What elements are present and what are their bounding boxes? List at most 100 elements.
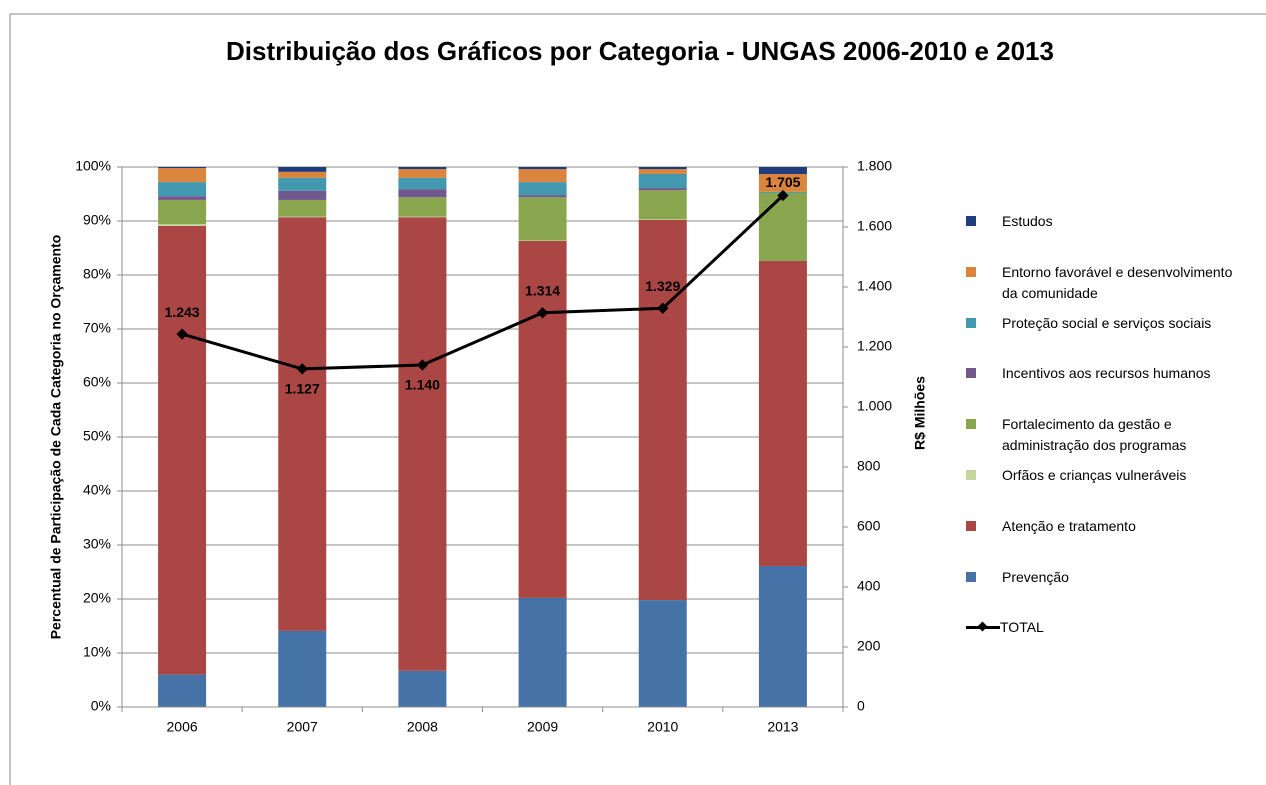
legend-label: Fortalecimento da gestão e administração…	[1002, 416, 1187, 454]
line-marker	[296, 363, 308, 375]
legend-label: Orfãos e crianças vulneráveis	[1002, 467, 1187, 483]
y-tick-label: 40%	[83, 482, 111, 498]
bar-segment	[158, 196, 207, 200]
bar-segment	[518, 597, 567, 707]
legend-label: Incentivos aos recursos humanos	[1002, 365, 1211, 382]
line-marker	[777, 189, 789, 202]
y-tick-label: 10%	[83, 644, 111, 660]
y2-tick-label: 0	[857, 698, 865, 714]
bar-segment	[638, 219, 687, 601]
legend-swatch	[966, 414, 1002, 435]
legend-item: Entorno favorável e desenvolvimento da c…	[966, 262, 1236, 304]
bar-segment	[638, 600, 687, 707]
bar-segment	[278, 167, 327, 172]
data-label: 1.705	[765, 174, 800, 190]
y2-tick-label: 800	[857, 458, 881, 474]
data-label: 1.314	[525, 283, 560, 299]
legend-swatch	[966, 363, 1002, 384]
bar-segment	[158, 224, 207, 226]
data-label: 1.140	[405, 377, 440, 393]
bar-segment	[278, 216, 327, 218]
line-marker	[176, 328, 188, 340]
y-tick-label: 0%	[91, 698, 111, 714]
legend-swatch	[966, 567, 1002, 588]
bar-segment	[758, 260, 807, 567]
y-tick-label: 20%	[83, 590, 111, 606]
y-tick-label: 60%	[83, 374, 111, 390]
x-tick-label: 2008	[407, 719, 438, 735]
bar-segment	[278, 630, 327, 707]
legend-label: Proteção social e serviços sociais	[1002, 314, 1212, 331]
y2-tick-label: 1.200	[857, 338, 892, 354]
bar-segment	[158, 199, 207, 225]
legend-swatch	[966, 516, 1002, 537]
y2-tick-label: 1.800	[857, 158, 892, 174]
chart-title: Distribuição dos Gráficos por Categoria …	[226, 36, 1054, 66]
x-tick-label: 2006	[167, 719, 198, 735]
legend-item: Fortalecimento da gestão e administração…	[966, 414, 1236, 456]
bar-segment	[638, 219, 687, 220]
legend-item: Estudos	[966, 211, 1236, 232]
legend-swatch	[966, 465, 1002, 486]
legend-label: Prevenção	[1002, 568, 1069, 585]
bar-segment	[398, 167, 447, 170]
bar-segment	[638, 190, 687, 220]
y-tick-label: 80%	[83, 266, 111, 282]
bar-segment	[518, 167, 567, 170]
bar-segment	[638, 188, 687, 191]
bar-segment	[278, 171, 327, 178]
legend-swatch	[966, 617, 1000, 638]
legend-item: Atenção e tratamento	[966, 516, 1236, 537]
legend-label: Estudos	[1002, 213, 1053, 229]
y-axis-title: Percentual de Participação de Cada Categ…	[48, 235, 64, 640]
legend-swatch	[966, 262, 1002, 283]
bar-segment	[638, 169, 687, 175]
x-tick-label: 2007	[287, 719, 318, 735]
bar-segment	[758, 192, 807, 261]
legend-swatch	[966, 313, 1002, 334]
line-marker	[536, 307, 549, 319]
bar-segment	[158, 674, 207, 707]
bar-segment	[518, 240, 567, 598]
y2-tick-label: 600	[857, 518, 881, 534]
y-tick-label: 30%	[83, 536, 111, 552]
legend-item: Orfãos e crianças vulneráveis	[966, 465, 1236, 486]
data-label: 1.127	[285, 381, 320, 397]
y-tick-label: 100%	[75, 158, 111, 174]
data-label: 1.329	[645, 278, 680, 294]
legend-label: Entorno favorável e desenvolvimento da c…	[1002, 263, 1233, 301]
x-tick-label: 2013	[767, 719, 798, 735]
bar-segment	[278, 217, 327, 631]
y2-axis-title: R$ Milhões	[912, 376, 928, 450]
legend-label: TOTAL	[1000, 619, 1044, 636]
y2-tick-label: 400	[857, 578, 881, 594]
bar-segment	[278, 190, 327, 200]
y2-tick-label: 200	[857, 638, 881, 654]
legend-item: Proteção social e serviços sociais	[966, 313, 1236, 334]
line-marker	[657, 302, 669, 314]
bar-segment	[398, 216, 447, 218]
bar-segment	[518, 197, 567, 241]
legend-item: TOTAL	[966, 617, 1236, 638]
bar-segment	[278, 199, 327, 217]
bar-segment	[758, 566, 807, 707]
bar-segment	[758, 174, 807, 192]
legend-label: Atenção e tratamento	[1002, 517, 1136, 534]
bar-segment	[158, 225, 207, 675]
bar-segment	[398, 177, 447, 190]
bar-segment	[518, 195, 567, 198]
bar-segment	[518, 169, 567, 183]
bar-segment	[158, 168, 207, 183]
x-tick-label: 2009	[527, 719, 558, 735]
legend-item: Prevenção	[966, 567, 1236, 588]
y2-tick-label: 1.400	[857, 278, 892, 294]
bar-segment	[758, 167, 807, 175]
bar-segment	[398, 189, 447, 198]
bar-segment	[278, 177, 327, 191]
bar-segment	[398, 670, 447, 707]
y2-tick-label: 1.000	[857, 398, 892, 414]
y-tick-label: 90%	[83, 212, 111, 228]
bar-segment	[158, 167, 207, 169]
bar-segment	[398, 169, 447, 178]
